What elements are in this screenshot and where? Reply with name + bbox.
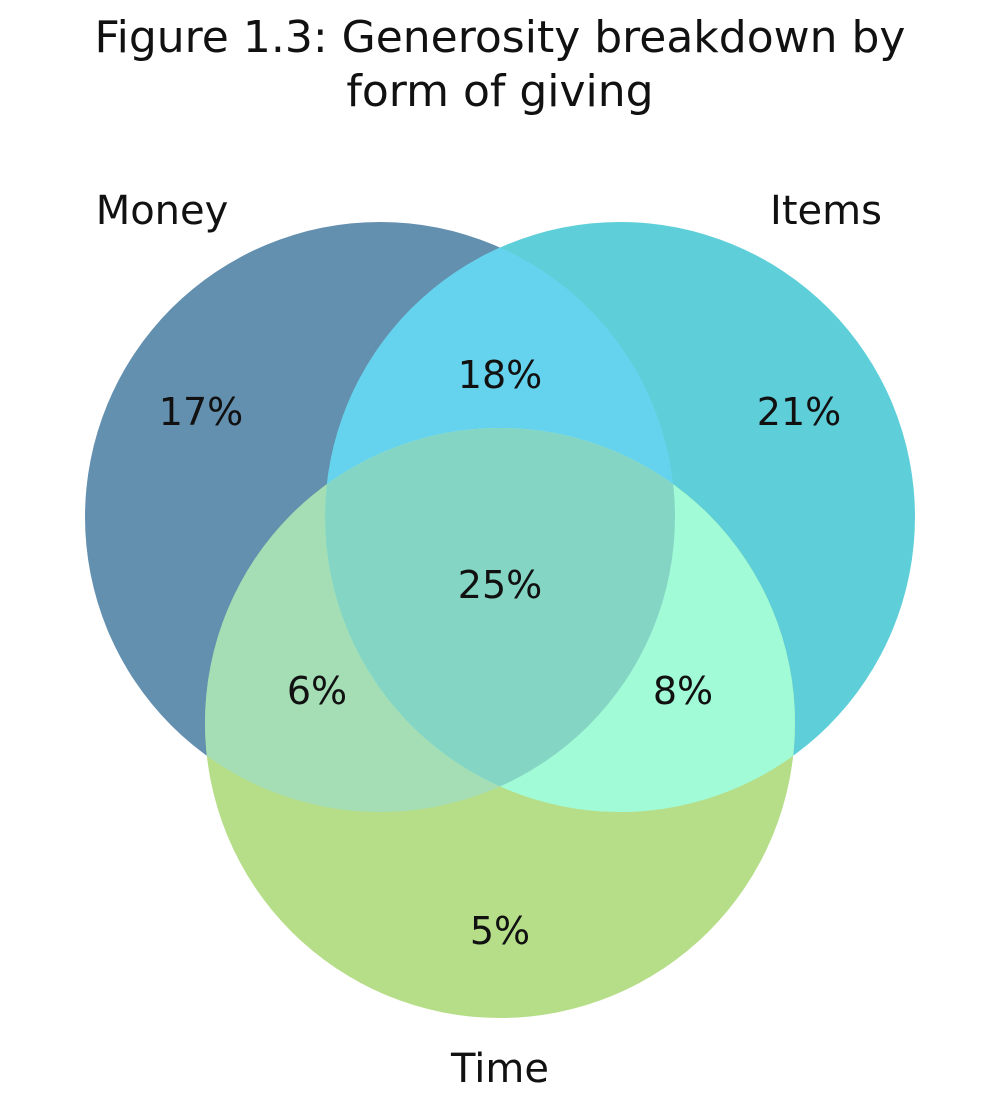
set-label-money: Money	[96, 188, 229, 234]
set-label-time: Time	[450, 1046, 549, 1092]
region-all	[325, 428, 675, 812]
region-label-money-time: 6%	[287, 669, 347, 713]
set-label-items: Items	[770, 188, 882, 234]
region-label-time-only: 5%	[470, 909, 530, 953]
region-label-money-only: 17%	[159, 390, 243, 434]
chart-title-line-1: Figure 1.3: Generosity breakdown by	[94, 12, 906, 63]
chart-title-line-2: form of giving	[346, 66, 654, 117]
region-label-money-items: 18%	[458, 353, 542, 397]
region-label-all: 25%	[458, 563, 542, 607]
region-label-items-only: 21%	[757, 390, 841, 434]
region-label-items-time: 8%	[653, 669, 713, 713]
